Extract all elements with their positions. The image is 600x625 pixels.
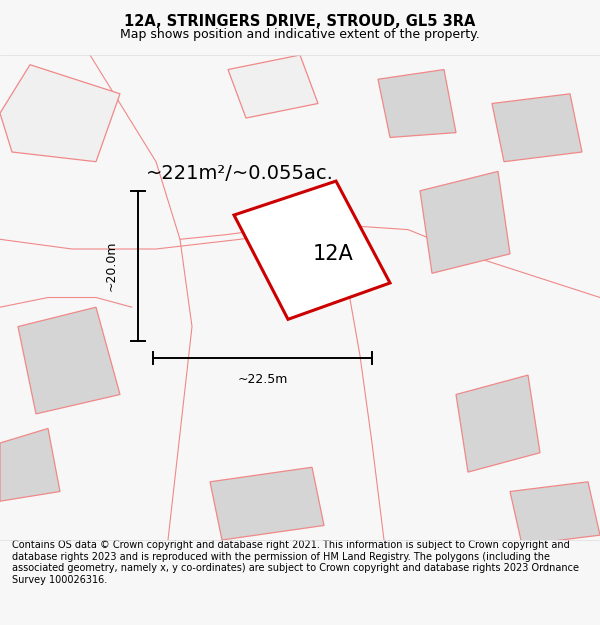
Polygon shape bbox=[228, 55, 318, 118]
Polygon shape bbox=[378, 69, 456, 138]
Polygon shape bbox=[18, 308, 120, 414]
Text: ~20.0m: ~20.0m bbox=[104, 241, 118, 291]
Polygon shape bbox=[0, 65, 120, 162]
Polygon shape bbox=[456, 375, 540, 472]
Polygon shape bbox=[420, 171, 510, 273]
Polygon shape bbox=[255, 217, 345, 298]
Text: Map shows position and indicative extent of the property.: Map shows position and indicative extent… bbox=[120, 28, 480, 41]
Polygon shape bbox=[210, 468, 324, 540]
Text: Contains OS data © Crown copyright and database right 2021. This information is : Contains OS data © Crown copyright and d… bbox=[12, 540, 579, 585]
Polygon shape bbox=[510, 482, 600, 545]
Text: 12A, STRINGERS DRIVE, STROUD, GL5 3RA: 12A, STRINGERS DRIVE, STROUD, GL5 3RA bbox=[124, 14, 476, 29]
Text: 12A: 12A bbox=[313, 244, 353, 264]
Polygon shape bbox=[492, 94, 582, 162]
Text: ~22.5m: ~22.5m bbox=[238, 372, 288, 386]
Polygon shape bbox=[234, 181, 390, 319]
Text: ~221m²/~0.055ac.: ~221m²/~0.055ac. bbox=[146, 164, 334, 183]
Polygon shape bbox=[0, 429, 60, 501]
